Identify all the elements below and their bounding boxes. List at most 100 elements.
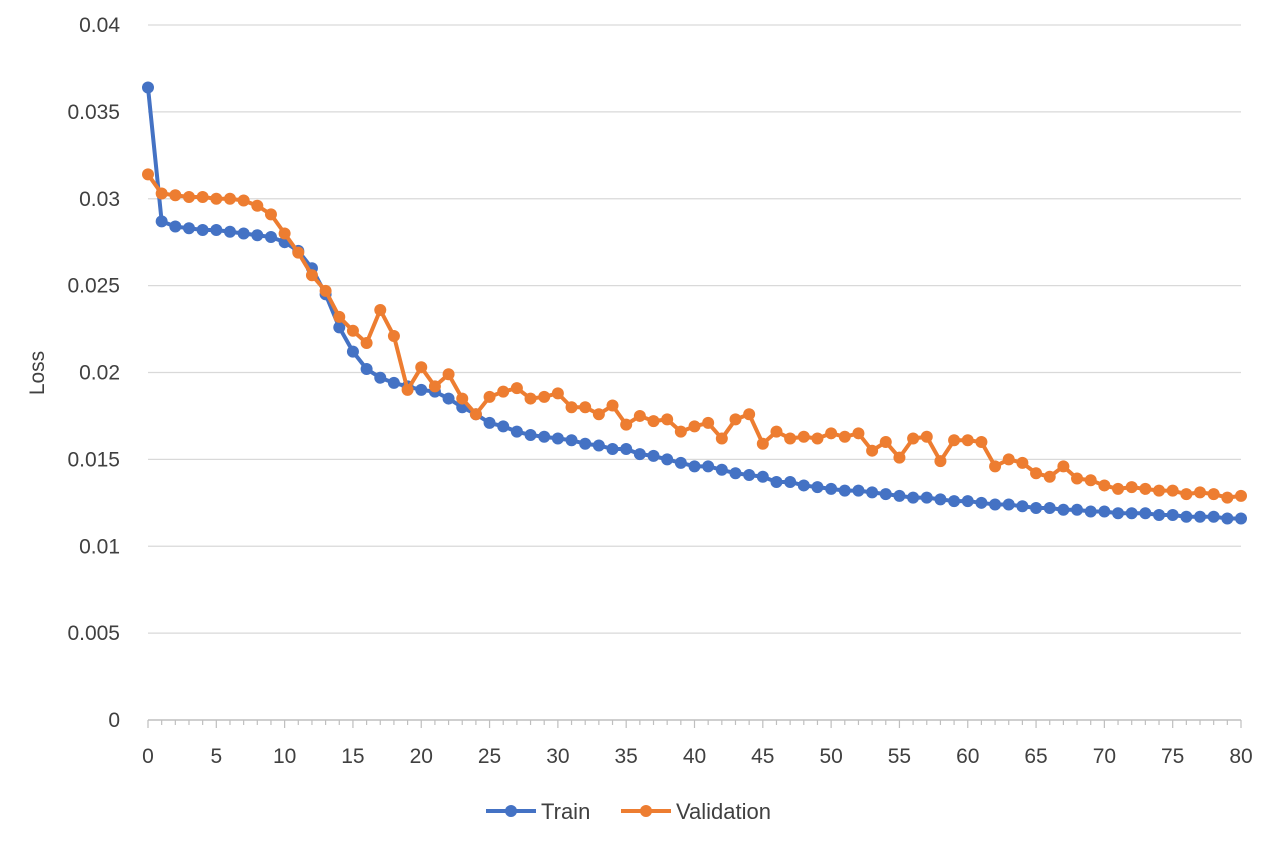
data-point-train (934, 493, 947, 506)
data-point-train (1030, 502, 1043, 515)
data-point-train (702, 460, 715, 473)
data-point-validation (456, 392, 469, 405)
legend: Train Validation (486, 799, 771, 824)
data-point-train (1180, 510, 1193, 523)
data-point-validation (620, 418, 633, 431)
data-point-train (1153, 508, 1166, 521)
data-point-validation (1016, 456, 1029, 469)
data-point-train (743, 469, 756, 482)
x-tick-label-5: 25 (478, 745, 501, 768)
data-point-validation (811, 432, 824, 445)
data-point-validation (797, 430, 810, 443)
x-tick-label-12: 60 (956, 745, 979, 768)
data-point-validation (292, 246, 305, 259)
data-point-validation (975, 436, 988, 448)
x-tick-label-15: 75 (1161, 745, 1184, 768)
data-point-validation (1043, 470, 1056, 483)
data-point-validation (907, 432, 920, 445)
x-tick-label-13: 65 (1024, 745, 1047, 768)
data-point-train (346, 345, 359, 358)
data-point-train (852, 484, 865, 497)
data-point-train (620, 442, 633, 455)
x-axis (147, 719, 1242, 728)
data-point-validation (387, 330, 400, 343)
data-point-validation (497, 385, 510, 398)
legend-marker-train (505, 805, 517, 817)
data-point-train (1043, 502, 1056, 515)
x-tick-label-11: 55 (888, 745, 911, 768)
data-point-train (1071, 503, 1084, 516)
data-point-train (1016, 500, 1029, 513)
data-point-train (825, 482, 838, 495)
data-point-train (142, 81, 154, 94)
gridlines (148, 24, 1241, 634)
data-point-validation (661, 413, 674, 426)
data-point-train (1207, 510, 1220, 523)
x-tick-label-3: 15 (341, 745, 364, 768)
data-point-train (442, 392, 455, 405)
data-point-validation (1071, 472, 1084, 485)
data-point-validation (319, 284, 332, 297)
data-point-train (1235, 512, 1247, 525)
data-point-validation (579, 401, 592, 414)
y-tick-label-4: 0.02 (79, 362, 120, 385)
y-tick-label-7: 0.035 (67, 101, 120, 124)
data-point-train (251, 229, 264, 242)
data-point-validation (565, 401, 578, 414)
data-point-train (1112, 507, 1125, 520)
data-point-train (538, 430, 551, 443)
data-point-train (907, 491, 920, 504)
data-point-train (879, 488, 892, 501)
data-point-train (961, 495, 974, 508)
data-point-train (223, 225, 236, 238)
x-tick-label-16: 80 (1229, 745, 1252, 768)
x-axis-tick-labels: 0 5 10 15 20 25 30 35 40 45 50 55 60 65 70 75 80 (142, 745, 1253, 768)
data-point-train (592, 439, 605, 452)
data-point-train (948, 495, 961, 508)
data-point-train (524, 429, 537, 442)
legend-label-train: Train (541, 799, 590, 824)
data-point-train (838, 484, 851, 497)
data-point-train (210, 224, 223, 237)
data-point-validation (633, 409, 646, 422)
data-point-validation (428, 380, 441, 393)
data-point-train (784, 475, 797, 488)
data-point-validation (1125, 481, 1138, 494)
data-point-validation (1180, 488, 1193, 501)
x-tick-label-0: 0 (142, 745, 154, 768)
data-point-validation (1084, 474, 1097, 487)
data-point-validation (538, 390, 551, 403)
data-point-train (237, 227, 250, 240)
data-point-train (975, 496, 988, 509)
data-point-train (1166, 508, 1179, 521)
data-point-validation (374, 303, 387, 316)
data-point-validation (852, 427, 865, 440)
data-point-train (497, 420, 510, 433)
data-point-train (1057, 503, 1070, 516)
data-point-validation (142, 168, 154, 181)
data-point-train (989, 498, 1002, 511)
data-point-validation (510, 382, 523, 395)
data-point-train (155, 215, 168, 228)
data-point-train (797, 479, 810, 492)
data-point-validation (305, 269, 318, 282)
data-point-train (1139, 507, 1152, 520)
x-tick-label-4: 20 (410, 745, 433, 768)
data-point-validation (469, 408, 482, 421)
data-point-train (196, 224, 209, 237)
data-point-validation (401, 383, 414, 396)
data-point-train (387, 376, 400, 389)
data-point-train (866, 486, 879, 499)
y-tick-label-0: 0 (108, 709, 120, 732)
data-point-train (415, 383, 428, 396)
data-point-validation (1030, 467, 1043, 480)
data-point-validation (1002, 453, 1015, 466)
data-point-validation (729, 413, 742, 426)
data-point-validation (415, 361, 428, 374)
data-point-train (1125, 507, 1138, 520)
data-point-train (756, 470, 769, 483)
data-point-train (510, 425, 523, 438)
y-tick-label-1: 0.005 (67, 622, 120, 645)
series-line-train (146, 85, 1243, 521)
